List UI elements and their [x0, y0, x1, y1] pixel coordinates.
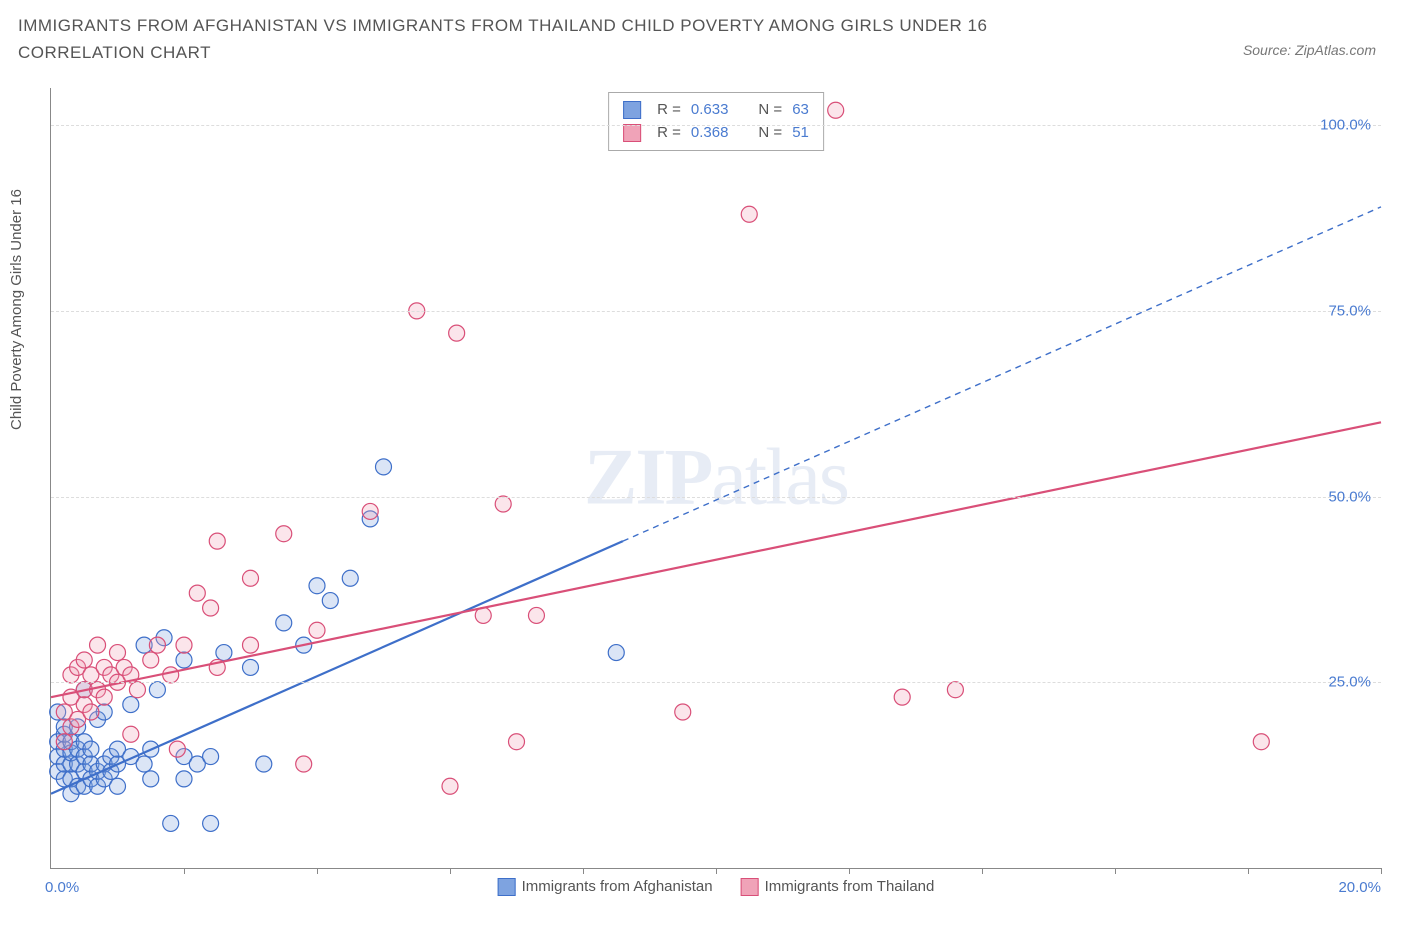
data-point [1253, 734, 1269, 750]
chart-svg [51, 88, 1381, 868]
data-point [256, 756, 272, 772]
gridline [51, 125, 1381, 126]
x-tick [1115, 868, 1116, 874]
data-point [495, 496, 511, 512]
data-point [96, 689, 112, 705]
data-point [123, 697, 139, 713]
data-point [76, 652, 92, 668]
legend-label: Immigrants from Thailand [765, 878, 935, 895]
legend-swatch [623, 101, 641, 119]
data-point [276, 526, 292, 542]
data-point [203, 749, 219, 765]
x-tick [450, 868, 451, 874]
data-point [894, 689, 910, 705]
data-point [143, 652, 159, 668]
y-tick-label: 100.0% [1320, 117, 1371, 134]
data-point [176, 652, 192, 668]
data-point [509, 734, 525, 750]
data-point [322, 593, 338, 609]
data-point [83, 741, 99, 757]
data-point [362, 503, 378, 519]
data-point [56, 734, 72, 750]
data-point [149, 682, 165, 698]
page-title: IMMIGRANTS FROM AFGHANISTAN VS IMMIGRANT… [18, 12, 1118, 66]
source-attribution: Source: ZipAtlas.com [1243, 42, 1376, 58]
y-tick-label: 75.0% [1328, 302, 1371, 319]
data-point [276, 615, 292, 631]
data-point [143, 771, 159, 787]
data-point [110, 778, 126, 794]
data-point [376, 459, 392, 475]
data-point [342, 570, 358, 586]
y-axis-label: Child Poverty Among Girls Under 16 [8, 189, 25, 430]
gridline [51, 497, 1381, 498]
stat-n-value: 63 [792, 99, 809, 122]
data-point [129, 682, 145, 698]
data-point [163, 667, 179, 683]
data-point [449, 325, 465, 341]
x-tick [982, 868, 983, 874]
x-tick [184, 868, 185, 874]
data-point [176, 637, 192, 653]
legend-item: Immigrants from Thailand [741, 878, 935, 896]
legend-label: Immigrants from Afghanistan [522, 878, 713, 895]
data-point [243, 570, 259, 586]
stat-n-label: N = [758, 99, 782, 122]
x-axis-min-label: 0.0% [45, 879, 79, 896]
trend-line [51, 422, 1381, 697]
data-point [163, 815, 179, 831]
data-point [169, 741, 185, 757]
data-point [216, 645, 232, 661]
x-tick [583, 868, 584, 874]
data-point [528, 607, 544, 623]
stats-row: R = 0.633 N = 63 [623, 99, 809, 122]
data-point [309, 622, 325, 638]
data-point [189, 585, 205, 601]
data-point [90, 637, 106, 653]
gridline [51, 682, 1381, 683]
legend-swatch [741, 878, 759, 896]
data-point [947, 682, 963, 698]
x-tick [716, 868, 717, 874]
x-axis-max-label: 20.0% [1338, 879, 1381, 896]
scatter-plot: ZIPatlas R =0.633N =63R =0.368N =51 0.0%… [50, 88, 1381, 869]
data-point [123, 726, 139, 742]
data-point [149, 637, 165, 653]
data-point [83, 704, 99, 720]
data-point [608, 645, 624, 661]
data-point [136, 756, 152, 772]
stat-r-label: R = [657, 99, 681, 122]
y-tick-label: 50.0% [1328, 488, 1371, 505]
legend-item: Immigrants from Afghanistan [498, 878, 713, 896]
data-point [243, 637, 259, 653]
y-tick-label: 25.0% [1328, 674, 1371, 691]
x-tick [849, 868, 850, 874]
stat-r-value: 0.633 [691, 99, 729, 122]
data-point [309, 578, 325, 594]
data-point [209, 533, 225, 549]
legend-swatch [498, 878, 516, 896]
data-point [243, 659, 259, 675]
data-point [110, 645, 126, 661]
data-point [203, 815, 219, 831]
data-point [176, 771, 192, 787]
data-point [675, 704, 691, 720]
x-tick [317, 868, 318, 874]
trend-line [51, 541, 623, 794]
data-point [296, 756, 312, 772]
data-point [741, 206, 757, 222]
trend-line-extrapolated [623, 207, 1381, 541]
stats-legend-box: R =0.633N =63R =0.368N =51 [608, 92, 824, 151]
x-tick [1381, 868, 1382, 874]
gridline [51, 311, 1381, 312]
data-point [203, 600, 219, 616]
data-point [828, 102, 844, 118]
legend-swatch [623, 124, 641, 142]
bottom-legend: Immigrants from Afghanistan Immigrants fr… [498, 878, 935, 896]
x-tick [1248, 868, 1249, 874]
data-point [442, 778, 458, 794]
